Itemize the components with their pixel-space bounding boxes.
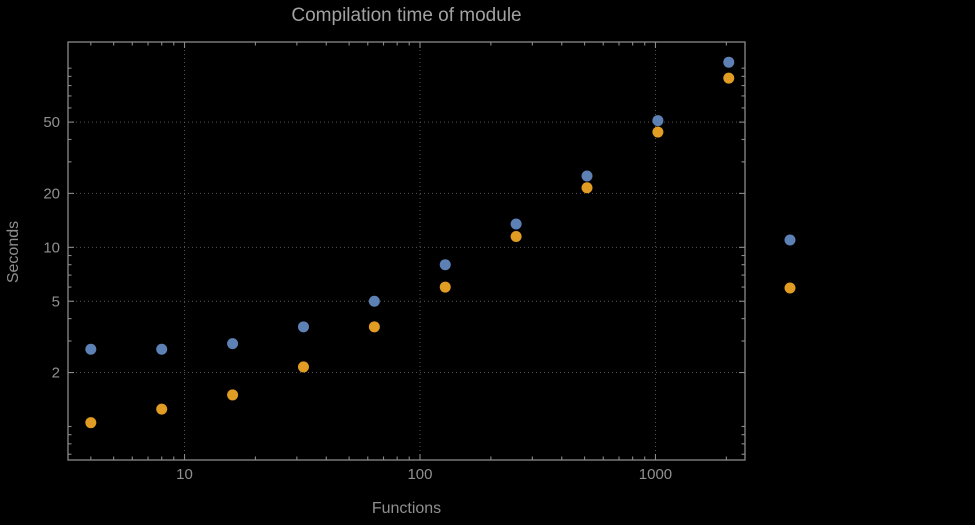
y-axis-label: Seconds	[5, 220, 22, 284]
tick-label-y: 5	[52, 293, 60, 310]
data-point-series-2-orange	[439, 281, 451, 293]
tick-label-y: 50	[43, 114, 60, 131]
chart-title: Compilation time of module	[291, 5, 522, 26]
plot-frame	[67, 41, 746, 461]
data-point-series-1-blue	[510, 218, 522, 230]
data-point-series-2-orange	[652, 126, 664, 138]
data-point-series-2-orange	[297, 361, 309, 373]
data-point-series-2-orange	[581, 182, 593, 194]
data-point-series-2-orange	[510, 230, 522, 242]
data-point-series-1-blue	[652, 115, 664, 127]
tick-label-y: 10	[43, 239, 60, 256]
tick-label-x: 10	[176, 466, 193, 483]
data-point-series-2-orange	[227, 389, 239, 401]
data-point-series-2-orange	[156, 403, 168, 415]
legend-marker-orange	[784, 282, 796, 294]
data-point-series-2-orange	[85, 417, 97, 429]
data-point-series-2-orange	[368, 321, 380, 333]
x-axis-label: Functions	[371, 500, 442, 517]
data-point-series-1-blue	[156, 343, 168, 355]
tick-label-y: 2	[52, 365, 60, 382]
data-point-series-1-blue	[723, 56, 735, 68]
data-point-series-1-blue	[85, 343, 97, 355]
legend-marker-blue	[784, 234, 796, 246]
data-point-series-1-blue	[368, 295, 380, 307]
tick-label-x: 100	[407, 466, 432, 483]
data-point-series-1-blue	[439, 259, 451, 271]
data-point-series-1-blue	[581, 170, 593, 182]
tick-label-y: 20	[43, 185, 60, 202]
data-point-series-1-blue	[227, 338, 239, 350]
data-point-series-2-orange	[723, 72, 735, 84]
tick-label-x: 1000	[639, 466, 672, 483]
data-point-series-1-blue	[297, 321, 309, 333]
